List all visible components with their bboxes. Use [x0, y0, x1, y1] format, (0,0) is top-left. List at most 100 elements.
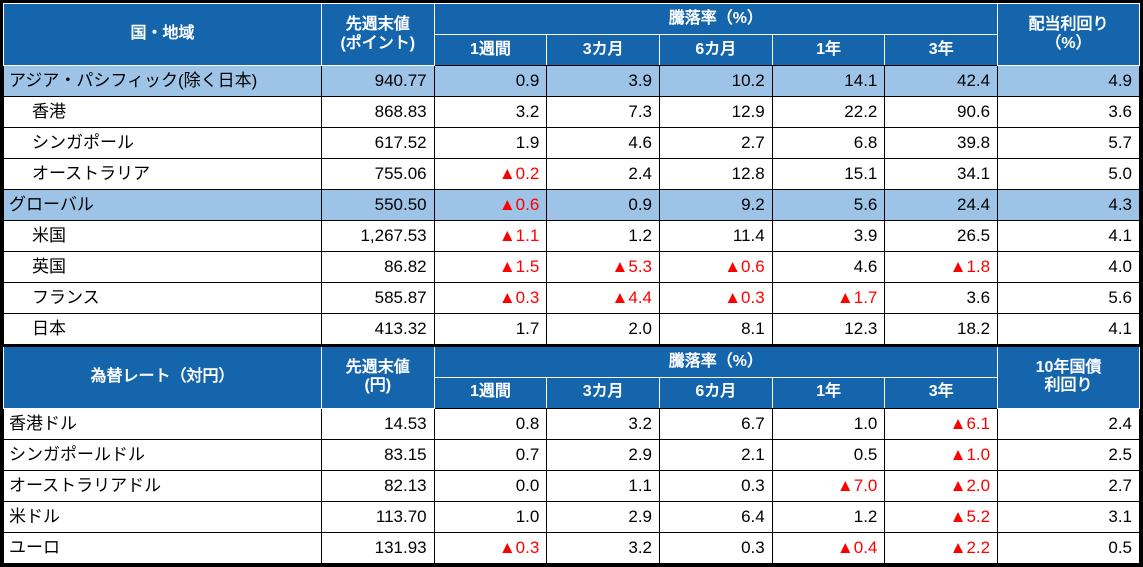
change-1y-cell: 15.1 [771, 158, 886, 190]
last-value-cell: 113.70 [320, 500, 435, 533]
column-header-3month: 3カ月 [546, 34, 661, 66]
change-6m-cell: 2.1 [659, 438, 773, 471]
change-3y-cell: ▲2.2 [884, 531, 999, 564]
column-header-3year: 3年 [884, 34, 999, 66]
table-row: オーストラリア 755.06 ▲0.2 2.4 12.8 15.1 34.1 5… [3, 158, 1140, 190]
change-3m-cell: ▲4.4 [546, 282, 661, 314]
table-row: シンガポールドル 83.15 0.7 2.9 2.1 0.5 ▲1.0 2.5 [3, 438, 1140, 471]
region-name-cell: 日本 [3, 313, 322, 345]
change-6m-cell: 0.3 [659, 469, 773, 502]
change-3m-cell: 3.9 [546, 65, 661, 97]
change-1y-cell: 3.9 [771, 220, 886, 252]
change-1y-cell: 12.3 [771, 313, 886, 345]
change-6m-cell: 12.9 [659, 96, 773, 128]
last-value-cell: 83.15 [320, 438, 435, 471]
column-header-dividend-yield-line1: 配当利回り [1028, 16, 1109, 34]
region-name-cell: オーストラリア [3, 158, 322, 190]
column-header-1week: 1週間 [433, 34, 548, 66]
change-1w-cell: 0.8 [433, 407, 548, 440]
table-row: シンガポール 617.52 1.9 4.6 2.7 6.8 39.8 5.7 [3, 127, 1140, 159]
dividend-yield-cell: 5.6 [997, 282, 1140, 314]
dividend-yield-cell: 4.1 [997, 220, 1140, 252]
last-value-cell: 940.77 [320, 65, 435, 97]
change-6m-cell: 0.3 [659, 531, 773, 564]
change-3y-cell: ▲2.0 [884, 469, 999, 502]
currency-name-cell: シンガポールドル [3, 438, 322, 471]
change-1w-cell: ▲1.5 [433, 251, 548, 283]
column-header-6month: 6カ月 [659, 376, 773, 409]
change-6m-cell: 12.8 [659, 158, 773, 190]
last-value-cell: 868.83 [320, 96, 435, 128]
header-row-top: 為替レート（対円） 先週末値 (円) 騰落率（%） 10年国債 利回り [3, 345, 1140, 409]
column-header-dividend-yield-line2: （%） [1045, 34, 1092, 52]
last-value-cell: 550.50 [320, 189, 435, 221]
change-3m-cell: 4.6 [546, 127, 661, 159]
change-6m-cell: 2.7 [659, 127, 773, 159]
change-1w-cell: ▲0.3 [433, 531, 548, 564]
currency-name-cell: オーストラリアドル [3, 469, 322, 502]
column-header-bond-yield-line2: 利回り [1044, 377, 1093, 395]
index-table: 国・地域 先週末値 (ポイント) 騰落率（%） 配当利回り （%） 1週間 3カ… [3, 3, 1140, 345]
dividend-yield-cell: 4.1 [997, 313, 1140, 345]
change-3y-cell: 3.6 [884, 282, 999, 314]
column-header-3year: 3年 [884, 376, 999, 409]
change-3m-cell: 2.9 [546, 438, 661, 471]
column-header-last-value: 先週末値 (円) [320, 345, 435, 409]
change-6m-cell: 8.1 [659, 313, 773, 345]
header-row-top: 国・地域 先週末値 (ポイント) 騰落率（%） 配当利回り （%） [3, 3, 1140, 66]
change-3y-cell: 26.5 [884, 220, 999, 252]
change-1y-cell: 1.0 [771, 407, 886, 440]
column-header-1week: 1週間 [433, 376, 548, 409]
column-header-bond-yield-line1: 10年国債 [1035, 358, 1102, 376]
region-name-cell: アジア・パシフィック(除く日本) [3, 65, 322, 97]
dividend-yield-cell: 4.9 [997, 65, 1140, 97]
region-name-cell: 米国 [3, 220, 322, 252]
table-row: 日本 413.32 1.7 2.0 8.1 12.3 18.2 4.1 [3, 313, 1140, 345]
last-value-cell: 82.13 [320, 469, 435, 502]
column-header-1year: 1年 [771, 376, 886, 409]
table-row: 米ドル 113.70 1.0 2.9 6.4 1.2 ▲5.2 3.1 [3, 500, 1140, 533]
change-3m-cell: 3.2 [546, 407, 661, 440]
change-3y-cell: 24.4 [884, 189, 999, 221]
region-name-cell: フランス [3, 282, 322, 314]
region-name-cell: 英国 [3, 251, 322, 283]
region-name-cell: グローバル [3, 189, 322, 221]
dividend-yield-cell: 5.7 [997, 127, 1140, 159]
dividend-yield-cell: 3.6 [997, 96, 1140, 128]
last-value-cell: 413.32 [320, 313, 435, 345]
last-value-cell: 1,267.53 [320, 220, 435, 252]
change-3m-cell: 1.2 [546, 220, 661, 252]
table-row: オーストラリアドル 82.13 0.0 1.1 0.3 ▲7.0 ▲2.0 2.… [3, 469, 1140, 502]
table-row: アジア・パシフィック(除く日本) 940.77 0.9 3.9 10.2 14.… [3, 65, 1140, 97]
dividend-yield-cell: 4.3 [997, 189, 1140, 221]
currency-name-cell: ユーロ [3, 531, 322, 564]
table-row: グローバル 550.50 ▲0.6 0.9 9.2 5.6 24.4 4.3 [3, 189, 1140, 221]
last-value-cell: 585.87 [320, 282, 435, 314]
column-header-last-value-line1: 先週末値 [345, 16, 410, 34]
column-header-6month: 6カ月 [659, 34, 773, 66]
change-1w-cell: 1.9 [433, 127, 548, 159]
change-6m-cell: ▲0.6 [659, 251, 773, 283]
change-6m-cell: ▲0.3 [659, 282, 773, 314]
column-header-dividend-yield: 配当利回り （%） [997, 3, 1140, 66]
currency-name-cell: 香港ドル [3, 407, 322, 440]
bond-yield-cell: 2.4 [997, 407, 1140, 440]
last-value-cell: 131.93 [320, 531, 435, 564]
last-value-cell: 86.82 [320, 251, 435, 283]
fx-table-body: 香港ドル 14.53 0.8 3.2 6.7 1.0 ▲6.1 2.4 シンガポ… [3, 407, 1140, 564]
change-3m-cell: 2.0 [546, 313, 661, 345]
change-3y-cell: 42.4 [884, 65, 999, 97]
change-1w-cell: ▲1.1 [433, 220, 548, 252]
dividend-yield-cell: 5.0 [997, 158, 1140, 190]
change-3y-cell: 34.1 [884, 158, 999, 190]
column-header-last-value: 先週末値 (ポイント) [320, 3, 435, 66]
change-3y-cell: ▲1.8 [884, 251, 999, 283]
table-row: 香港ドル 14.53 0.8 3.2 6.7 1.0 ▲6.1 2.4 [3, 407, 1140, 440]
column-header-change-rate: 騰落率（%） [433, 3, 999, 35]
change-3y-cell: 18.2 [884, 313, 999, 345]
column-header-bond-yield: 10年国債 利回り [997, 345, 1140, 409]
change-3y-cell: ▲1.0 [884, 438, 999, 471]
bond-yield-cell: 3.1 [997, 500, 1140, 533]
column-header-last-value-line2: (円) [364, 377, 392, 395]
